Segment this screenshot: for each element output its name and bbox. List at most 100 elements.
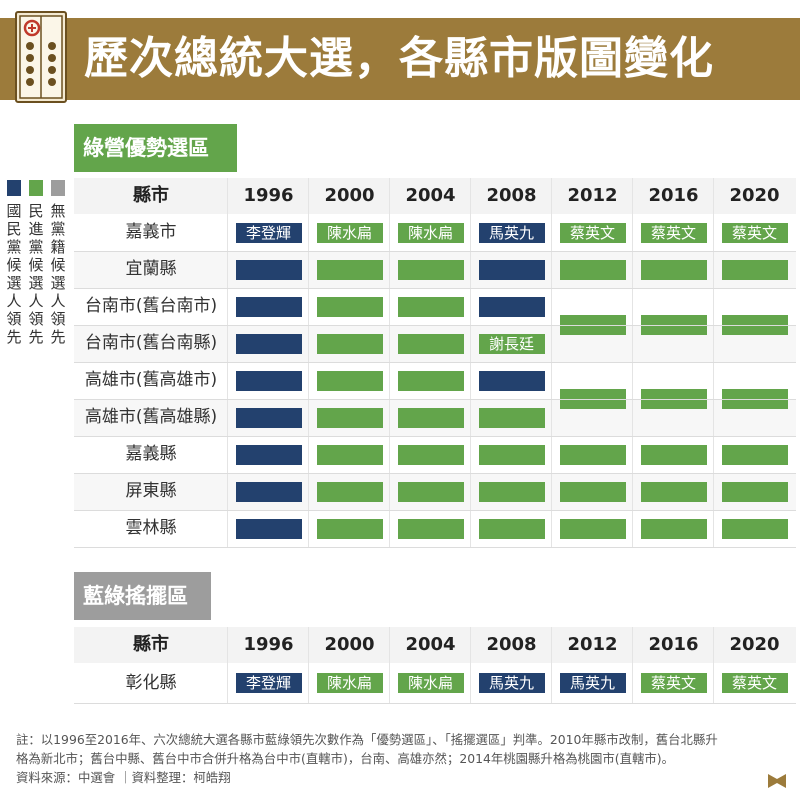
legend-label: 國民黨候選人領先: [6, 202, 22, 346]
region-label: 台南市(舊台南市): [84, 296, 218, 316]
lead-bar: [397, 407, 464, 428]
lead-bar: [316, 518, 383, 539]
column-separator: [551, 627, 552, 703]
table-header-year: 2008: [486, 185, 537, 206]
lead-bar: [640, 259, 707, 280]
lead-bar: 李登輝: [235, 222, 302, 243]
legend-swatch: [7, 180, 21, 196]
table-header-year: 2000: [324, 634, 375, 655]
region-label: 屏東縣: [125, 481, 177, 501]
table-header-year: 2004: [405, 185, 456, 206]
footnote-line: 註：以1996至2016年、六次總統大選各縣市藍綠領先次數作為「優勢選區」、「搖…: [16, 732, 718, 747]
lead-bar: [721, 444, 788, 465]
lead-bar: [721, 518, 788, 539]
legend-entry: 無黨籍候選人領先: [50, 180, 66, 346]
region-label: 宜蘭縣: [125, 259, 177, 279]
lead-bar: [640, 444, 707, 465]
row-divider: [74, 547, 796, 548]
lead-bar: [397, 518, 464, 539]
table-header-region: 縣市: [133, 185, 169, 206]
legend-entry: 民進黨候選人領先: [28, 180, 44, 346]
lead-bar: [235, 407, 302, 428]
table-header-year: 2000: [324, 185, 375, 206]
lead-bar: [478, 481, 545, 502]
lead-bar: 蔡英文: [640, 222, 707, 243]
lead-bar: [397, 296, 464, 317]
row-divider: [74, 473, 796, 474]
lead-bar: 陳水扁: [316, 673, 383, 693]
table-header-bg: [74, 178, 796, 214]
column-separator: [227, 627, 228, 703]
row-divider: [74, 399, 796, 400]
lead-bar: [235, 333, 302, 354]
column-separator: [389, 627, 390, 703]
lead-bar: [478, 444, 545, 465]
legend: 國民黨候選人領先 民進黨候選人領先 無黨籍候選人領先: [6, 180, 68, 360]
table-header-year: 1996: [243, 185, 294, 206]
lead-bar: 馬英九: [478, 222, 545, 243]
lead-bar: 陳水扁: [397, 673, 464, 693]
lead-bar: [235, 296, 302, 317]
bookmark-icon: [768, 774, 786, 788]
row-divider: [74, 510, 796, 511]
lead-bar: [640, 481, 707, 502]
lead-bar: [316, 481, 383, 502]
lead-bar: [235, 259, 302, 280]
region-label: 高雄市(舊高雄縣): [84, 407, 218, 427]
lead-bar: 蔡英文: [721, 673, 788, 693]
lead-bar: 陳水扁: [316, 222, 383, 243]
lead-bar: 蔡英文: [559, 222, 626, 243]
header-banner: 歷次總統大選，各縣市版圖變化: [0, 18, 800, 100]
lead-bar: [721, 481, 788, 502]
footnote-line: 格為新北市；舊台中縣、舊台中市合併升格為台中市(直轄市)，台南、高雄亦然；201…: [16, 751, 675, 766]
column-separator: [308, 627, 309, 703]
legend-label: 無黨籍候選人領先: [50, 202, 66, 346]
lead-bar: [316, 296, 383, 317]
lead-bar: [235, 518, 302, 539]
column-separator: [713, 627, 714, 703]
lead-bar: [235, 444, 302, 465]
lead-bar: 馬英九: [559, 673, 626, 693]
column-separator: [470, 627, 471, 703]
row-divider: [74, 251, 796, 252]
lead-bar: 李登輝: [235, 673, 302, 693]
section-title-green-zone: 綠營優勢選區: [74, 124, 237, 172]
lead-bar: [397, 444, 464, 465]
section-title-swing-zone: 藍綠搖擺區: [74, 572, 211, 620]
row-divider: [74, 325, 796, 326]
row-divider: [74, 703, 796, 704]
column-separator: [632, 627, 633, 703]
region-label: 雲林縣: [125, 518, 177, 538]
green-zone-table: 縣市 1996 2000 2004 2008 2012 2016 2020 嘉義市 李登輝 陳水扁陳…: [74, 178, 796, 548]
lead-bar: [397, 333, 464, 354]
lead-bar: [721, 259, 788, 280]
lead-bar: [559, 481, 626, 502]
table-header-year: 2016: [648, 634, 699, 655]
lead-bar: [316, 407, 383, 428]
table-header-year: 2004: [405, 634, 456, 655]
lead-bar: [559, 444, 626, 465]
row-divider: [74, 362, 796, 363]
lead-bar: [640, 518, 707, 539]
lead-bar: [316, 444, 383, 465]
row-divider: [74, 436, 796, 437]
table-header-year: 2016: [648, 185, 699, 206]
lead-bar: [478, 407, 545, 428]
lead-bar: 蔡英文: [721, 222, 788, 243]
table-header-year: 2020: [729, 634, 780, 655]
table-header-year: 2020: [729, 185, 780, 206]
table-header-year: 2012: [567, 185, 618, 206]
page-title: 歷次總統大選，各縣市版圖變化: [84, 33, 714, 84]
lead-bar: [397, 481, 464, 502]
lead-bar: [478, 518, 545, 539]
lead-bar: [559, 518, 626, 539]
lead-bar: [478, 370, 545, 391]
lead-bar: 蔡英文: [640, 673, 707, 693]
table-header-bg: [74, 627, 796, 663]
footnote: 註：以1996至2016年、六次總統大選各縣市藍綠領先次數作為「優勢選區」、「搖…: [16, 730, 788, 787]
region-label: 嘉義市: [125, 222, 177, 242]
legend-label: 民進黨候選人領先: [28, 202, 44, 346]
region-label: 嘉義縣: [125, 444, 177, 464]
table-header-region: 縣市: [133, 634, 169, 655]
table-header-year: 2008: [486, 634, 537, 655]
